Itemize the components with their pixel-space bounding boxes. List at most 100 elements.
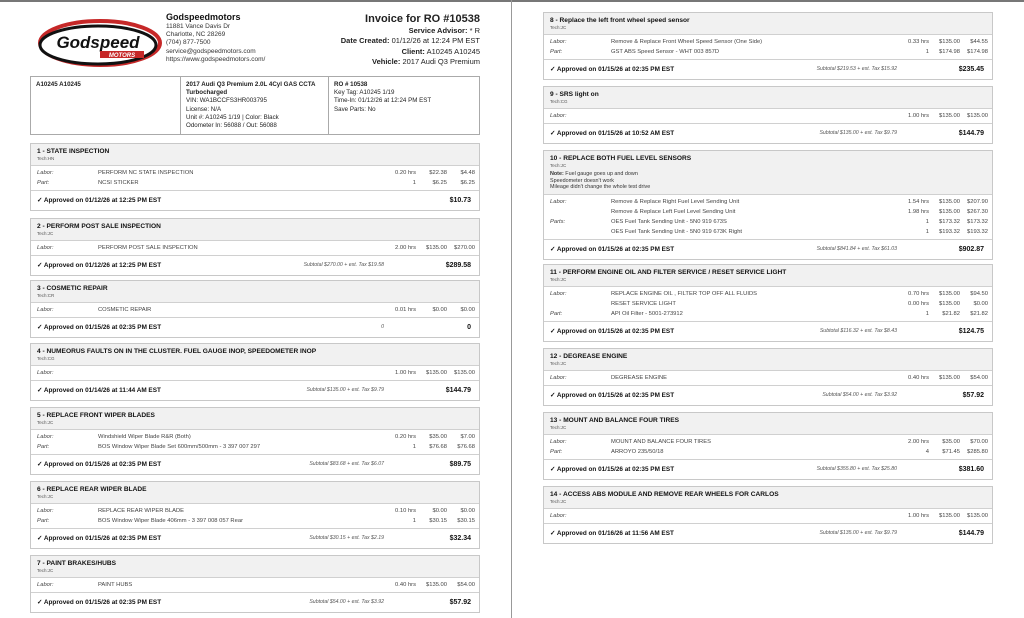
job-total: $144.79 [958,130,984,137]
approval-status: ✓ Approved on 01/15/26 at 02:35 PM EST [550,328,675,335]
line-rate: $135.00 [939,208,960,215]
line-quantity: 2.00 hrs [395,245,416,251]
job-tech: Tech:JC [37,420,54,425]
approval-row: ✓ Approved on 01/15/26 at 02:35 PM EST S… [544,460,992,479]
approval-row: ✓ Approved on 01/16/26 at 11:56 AM EST S… [544,524,992,543]
line-type: Labor: [550,375,567,381]
line-item: Labor: 1.00 hrs $135.00 $135.00 [544,511,992,521]
line-description: MOUNT AND BALANCE FOUR TIRES [611,439,711,445]
line-item: Labor: Remove & Replace Right Fuel Level… [544,197,992,207]
job-tech: Tech:JC [550,277,567,282]
approval-status: ✓ Approved on 01/15/26 at 02:35 PM EST [550,466,675,473]
approval-status: ✓ Approved on 01/12/26 at 12:25 PM EST [37,197,162,204]
job-tech: Tech:CG [550,99,568,104]
odometer: Odometer In: 56088 / Out: 56088 [186,122,277,130]
line-quantity: 0.70 hrs [908,291,929,297]
line-rate: $135.00 [939,301,960,307]
line-quantity: 1 [925,218,929,225]
approval-status: ✓ Approved on 01/15/26 at 02:35 PM EST [550,392,675,399]
job-lines: Labor: 1.00 hrs $135.00 $135.00 [31,366,479,381]
date-value: 01/12/26 at 12:24 PM EST [391,36,480,46]
job-lines: Labor: PERFORM POST SALE INSPECTION 2.00… [31,241,479,256]
svg-text:MOTORS: MOTORS [109,53,135,59]
line-type: Labor: [37,508,54,514]
job-tech: Tech:JC [550,499,567,504]
job-subtotal: Subtotal $135.00 + est. Tax $9.79 [819,130,897,136]
approval-row: ✓ Approved on 01/14/26 at 11:44 AM EST S… [31,381,479,400]
job-tech: Tech:HN [37,156,55,161]
vehicle-title: 2017 Audi Q3 Premium 2.0L 4Cyl GAS CCTA … [186,81,316,97]
line-total: $4.48 [460,170,475,176]
line-rate: $0.00 [432,508,447,514]
line-description: COSMETIC REPAIR [98,307,152,313]
job-total: $235.45 [958,66,984,73]
job-title: 2 - PERFORM POST SALE INSPECTION [37,223,161,230]
line-total: $44.55 [970,39,988,45]
job-total: $124.75 [958,328,984,335]
line-rate: $21.82 [942,311,960,317]
company-email[interactable]: service@godspeedmotors.com [166,47,256,55]
line-quantity: 0.10 hrs [395,508,416,514]
job-lines: Labor: Remove & Replace Front Wheel Spee… [544,35,992,60]
job-title: 9 - SRS light on [550,91,599,98]
customer-name: A10245 A10245 [36,81,81,88]
company-address1: 11881 Vance Davis Dr [166,23,231,30]
job-total: $57.92 [962,392,984,399]
vehicle-label: Vehicle: [372,56,401,66]
line-description: PAINT HUBS [98,582,133,588]
job-header: 4 - NUMEORUS FAULTS ON IN THE CLUSTER. F… [31,344,479,366]
line-item: Part: BOS Window Wiper Blade Set 600mm/5… [31,442,479,452]
line-quantity: 0.00 hrs [908,301,929,307]
line-rate: $135.00 [939,375,960,381]
line-item: Labor: PAINT HUBS 0.40 hrs $135.00 $54.0… [31,580,479,590]
approval-row: ✓ Approved on 01/15/26 at 02:35 PM EST S… [544,240,992,259]
line-total: $270.00 [454,245,475,251]
job-lines: Labor: DEGREASE ENGINE 0.40 hrs $135.00 … [544,371,992,386]
line-item: Part: NCSI STICKER 1 $6.25 $6.25 [31,178,479,188]
line-type: Labor: [550,198,567,205]
company-website[interactable]: https://www.godspeedmotors.com/ [166,55,266,63]
line-rate: $173.32 [939,218,960,225]
approval-status: ✓ Approved on 01/15/26 at 10:52 AM EST [550,130,675,137]
line-type: Part: [550,49,563,55]
job-title: 12 - DEGREASE ENGINE [550,353,628,360]
job-subtotal: Subtotal $841.84 + est. Tax $61.03 [816,245,897,252]
line-item: Remove & Replace Left Fuel Level Sending… [544,207,992,217]
line-item: Labor: Remove & Replace Front Wheel Spee… [544,37,992,47]
line-quantity: 0.01 hrs [395,307,416,313]
line-quantity: 1 [412,518,416,524]
approval-status: ✓ Approved on 01/16/26 at 11:56 AM EST [550,530,674,537]
line-type: Part: [37,518,50,524]
job-card: 12 - DEGREASE ENGINE Tech:JC Labor: DEGR… [543,348,993,406]
approval-status: ✓ Approved on 01/15/26 at 02:35 PM EST [37,535,162,542]
job-subtotal: Subtotal $355.80 + est. Tax $25.80 [816,466,897,472]
approval-row: ✓ Approved on 01/12/26 at 12:25 PM EST S… [31,256,479,275]
line-type: Labor: [550,291,567,297]
advisor-value: * R [469,26,480,35]
line-description: OES Fuel Tank Sending Unit - 5N0 919 673… [611,218,727,225]
job-tech: Tech:JC [37,231,54,236]
line-quantity: 1.54 hrs [908,198,929,205]
job-lines: Labor: 1.00 hrs $135.00 $135.00 [544,509,992,524]
line-total: $135.00 [967,113,988,119]
line-total: $135.00 [967,513,988,519]
line-description: NCSI STICKER [98,180,139,186]
line-total: $54.00 [970,375,988,381]
job-total: $144.79 [958,530,984,537]
job-card: 13 - MOUNT AND BALANCE FOUR TIRES Tech:J… [543,412,993,480]
job-header: 13 - MOUNT AND BALANCE FOUR TIRES Tech:J… [544,413,992,435]
license: License: N/A [186,105,222,113]
line-rate: $135.00 [426,582,447,588]
job-header: 10 - REPLACE BOTH FUEL LEVEL SENSORS Tec… [544,151,992,195]
job-tech: Tech:JC [37,568,54,573]
line-quantity: 0.20 hrs [395,170,416,176]
job-card: 14 - ACCESS ABS MODULE AND REMOVE REAR W… [543,486,993,544]
job-lines: Labor: COSMETIC REPAIR 0.01 hrs $0.00 $0… [31,303,479,318]
line-quantity: 2.00 hrs [908,439,929,445]
note-line: Speedometer doesn't work [550,177,614,184]
line-item: Part: GST ABS Speed Sensor - WHT 003 857… [544,47,992,57]
line-item: Labor: 1.00 hrs $135.00 $135.00 [544,111,992,121]
approval-row: ✓ Approved on 01/15/26 at 02:35 PM EST S… [31,455,479,474]
line-total: $21.82 [970,311,988,317]
note-label: Note: [550,171,564,177]
